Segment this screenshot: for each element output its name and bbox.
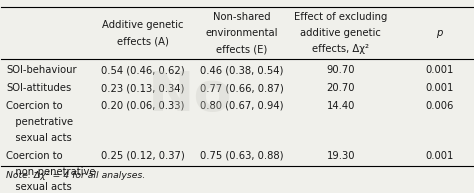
Text: additive genetic: additive genetic <box>300 28 381 38</box>
Text: Coercion to: Coercion to <box>6 101 63 111</box>
Text: p: p <box>437 28 443 38</box>
Text: 0.80 (0.67, 0.94): 0.80 (0.67, 0.94) <box>200 101 283 111</box>
Text: effects (⁠A⁠): effects (⁠A⁠) <box>117 36 169 46</box>
Text: 0.001: 0.001 <box>426 151 454 161</box>
Text: 0.77 (0.66, 0.87): 0.77 (0.66, 0.87) <box>200 83 283 93</box>
Text: effects (⁠E⁠): effects (⁠E⁠) <box>216 44 267 54</box>
Text: SOI-behaviour: SOI-behaviour <box>6 65 77 75</box>
Text: penetrative: penetrative <box>6 117 73 127</box>
Text: environmental: environmental <box>205 28 278 38</box>
Text: 0.46 (0.38, 0.54): 0.46 (0.38, 0.54) <box>200 65 283 75</box>
Text: 0.20 (0.06, 0.33): 0.20 (0.06, 0.33) <box>101 101 184 111</box>
Text: SOI-attitudes: SOI-attitudes <box>6 83 72 93</box>
Text: 0.006: 0.006 <box>426 101 454 111</box>
Text: 20.70: 20.70 <box>327 83 355 93</box>
Text: Coercion to: Coercion to <box>6 151 63 161</box>
Text: Effect of excluding: Effect of excluding <box>294 12 387 22</box>
Text: 0.25 (0.12, 0.37): 0.25 (0.12, 0.37) <box>101 151 185 161</box>
Text: 0.001: 0.001 <box>426 83 454 93</box>
Text: 0.23 (0.13, 0.34): 0.23 (0.13, 0.34) <box>101 83 184 93</box>
Text: effects, Δχ²: effects, Δχ² <box>312 44 369 54</box>
Text: sexual acts: sexual acts <box>6 133 72 143</box>
Text: Non-shared: Non-shared <box>213 12 271 22</box>
Text: 0.001: 0.001 <box>426 65 454 75</box>
Text: non-penetrative: non-penetrative <box>6 167 96 177</box>
Text: 14.40: 14.40 <box>327 101 355 111</box>
Text: sexual acts: sexual acts <box>6 182 72 192</box>
Text: 19.30: 19.30 <box>327 151 355 161</box>
Text: Note. Δχ² = 4 for all analyses.: Note. Δχ² = 4 for all analyses. <box>6 171 146 180</box>
Text: 0.54 (0.46, 0.62): 0.54 (0.46, 0.62) <box>101 65 184 75</box>
Text: 90.70: 90.70 <box>327 65 355 75</box>
Text: 0.75 (0.63, 0.88): 0.75 (0.63, 0.88) <box>200 151 283 161</box>
Text: No: No <box>147 69 232 123</box>
Text: Additive genetic: Additive genetic <box>102 20 183 30</box>
